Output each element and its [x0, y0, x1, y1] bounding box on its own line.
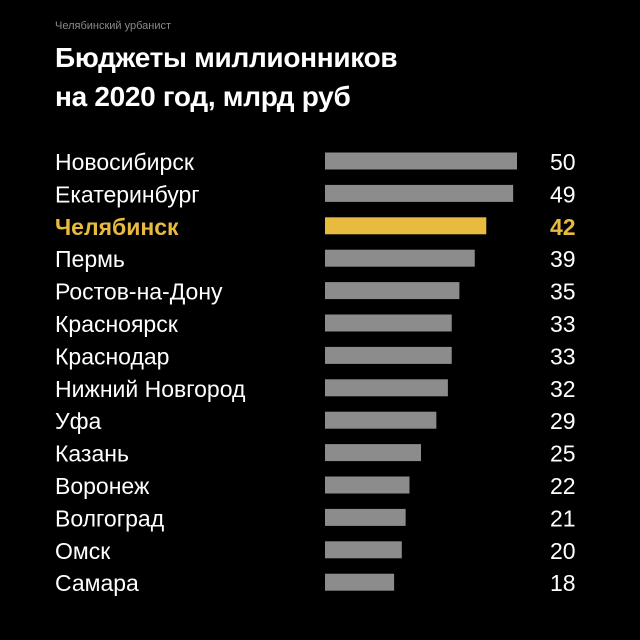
category-label: Челябинск — [55, 214, 179, 240]
bar — [325, 217, 487, 235]
value-label: 22 — [550, 473, 576, 499]
bar — [325, 379, 448, 397]
bar — [325, 282, 460, 300]
bar — [325, 508, 406, 526]
bar — [325, 346, 452, 364]
value-label: 35 — [550, 279, 576, 305]
bar — [325, 444, 421, 462]
category-label: Ростов-на-Дону — [55, 279, 223, 305]
value-label: 32 — [550, 376, 576, 402]
bar — [325, 249, 475, 267]
category-label: Самара — [55, 570, 139, 596]
category-label: Красноярск — [55, 311, 179, 337]
bar — [325, 314, 452, 332]
category-label: Казань — [55, 441, 129, 467]
category-label: Волгоград — [55, 505, 165, 531]
category-label: Омск — [55, 538, 111, 564]
bar — [325, 573, 395, 591]
source-label: Челябинский урбанист — [55, 20, 172, 32]
value-label: 18 — [550, 570, 576, 596]
value-label: 25 — [550, 441, 576, 467]
category-label: Екатеринбург — [55, 181, 200, 207]
value-label: 20 — [550, 538, 576, 564]
category-label: Уфа — [55, 408, 102, 434]
bar — [325, 411, 437, 429]
value-label: 33 — [550, 343, 576, 369]
value-label: 49 — [550, 181, 576, 207]
category-label: Нижний Новгород — [55, 376, 246, 402]
bar — [325, 541, 402, 559]
bar — [325, 152, 517, 170]
category-label: Новосибирск — [55, 149, 195, 175]
value-label: 21 — [550, 505, 576, 531]
category-label: Пермь — [55, 246, 125, 272]
value-label: 33 — [550, 311, 576, 337]
chart-title-line-1: Бюджеты миллионников — [55, 42, 398, 73]
bar — [325, 476, 410, 494]
chart-title: Бюджеты миллионников на 2020 год, млрд р… — [55, 38, 398, 116]
value-label: 29 — [550, 408, 576, 434]
chart-title-line-2: на 2020 год, млрд руб — [55, 81, 351, 112]
value-label: 42 — [550, 214, 576, 240]
value-label: 50 — [550, 149, 576, 175]
category-label: Краснодар — [55, 343, 169, 369]
value-label: 39 — [550, 246, 576, 272]
bar — [325, 184, 514, 202]
category-label: Воронеж — [55, 473, 150, 499]
